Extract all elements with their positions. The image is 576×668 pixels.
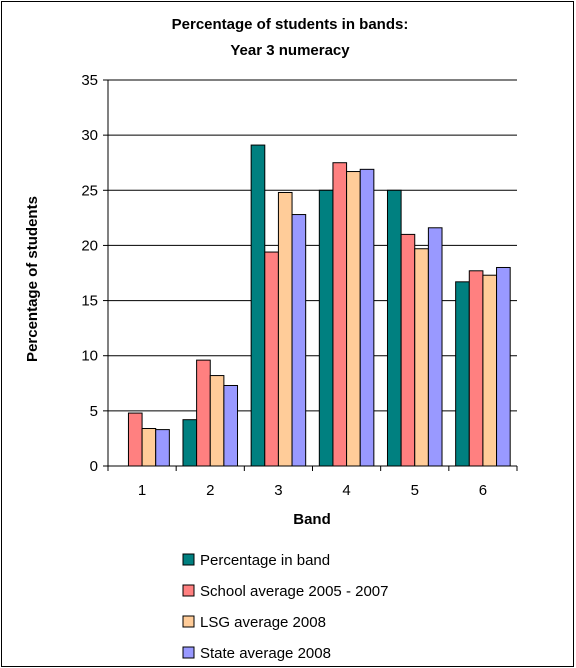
bar [359, 168, 375, 467]
x-tick-label: 1 [138, 482, 146, 499]
x-tick-label: 3 [274, 482, 282, 499]
bar [496, 266, 511, 467]
bar [250, 144, 266, 467]
bar [182, 419, 198, 467]
y-tick-label: 25 [81, 182, 98, 199]
bar [414, 248, 429, 467]
gridlines [108, 79, 517, 412]
legend-swatch [182, 615, 195, 628]
bar [455, 281, 470, 467]
bar [155, 429, 170, 467]
x-axis-title: Band [293, 511, 331, 528]
legend-label: School average 2005 - 2007 [200, 583, 388, 600]
legend-label: Percentage in band [200, 552, 330, 569]
bar [386, 189, 402, 467]
y-tick-label: 5 [90, 403, 98, 420]
legend-swatch [182, 553, 195, 566]
legend-label: State average 2008 [200, 645, 331, 662]
legend-swatch [182, 584, 195, 597]
y-axis-title: Percentage of students [24, 196, 41, 362]
bar [318, 189, 334, 467]
axes: 0 5 10 15 20 25 30 35 1 2 3 4 5 6 [81, 72, 518, 499]
bar [277, 191, 293, 467]
legend-label: LSG average 2008 [200, 614, 326, 631]
chart-subtitle: Year 3 numeracy [230, 42, 350, 59]
y-tick-label: 20 [81, 237, 98, 254]
bar [332, 162, 348, 467]
y-tick-label: 10 [81, 348, 98, 365]
y-tick-label: 0 [90, 458, 98, 475]
bar [346, 171, 361, 467]
bar [482, 274, 498, 467]
chart-title: Percentage of students in bands: [172, 16, 409, 33]
bar [264, 251, 279, 467]
x-tick-label: 4 [342, 482, 350, 499]
y-tick-label: 15 [81, 293, 98, 310]
legend: Percentage in band School average 2005 - … [182, 552, 388, 662]
legend-swatch [182, 646, 195, 659]
bar [141, 428, 157, 467]
x-tick-label: 5 [411, 482, 419, 499]
y-tick-label: 35 [81, 72, 98, 89]
bar [127, 412, 143, 467]
bar [427, 227, 443, 467]
bar [223, 384, 239, 467]
y-tick-label: 30 [81, 127, 98, 144]
bar [468, 270, 484, 467]
bar [196, 359, 211, 467]
x-tick-label: 2 [206, 482, 214, 499]
bars [127, 144, 511, 467]
bar [400, 233, 416, 467]
bar [209, 375, 225, 467]
x-tick-label: 6 [479, 482, 487, 499]
bar [291, 214, 307, 467]
